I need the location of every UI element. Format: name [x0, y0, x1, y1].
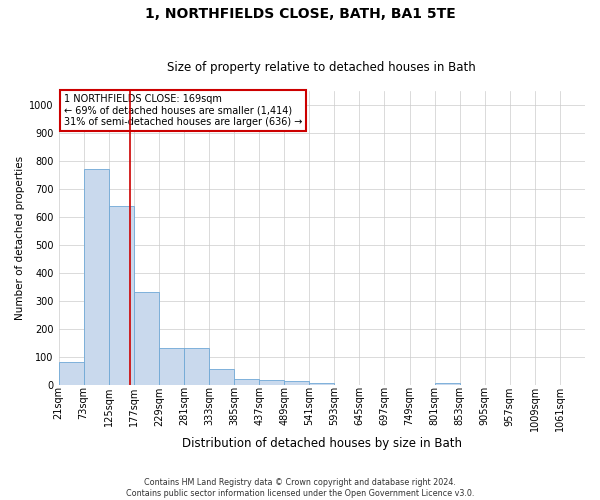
Y-axis label: Number of detached properties: Number of detached properties: [15, 156, 25, 320]
Text: 1 NORTHFIELDS CLOSE: 169sqm
← 69% of detached houses are smaller (1,414)
31% of : 1 NORTHFIELDS CLOSE: 169sqm ← 69% of det…: [64, 94, 302, 127]
Bar: [184, 348, 209, 385]
Bar: [83, 170, 109, 385]
Bar: [259, 380, 284, 385]
Bar: [134, 292, 159, 385]
Bar: [309, 382, 334, 385]
Bar: [284, 382, 309, 385]
Text: Contains HM Land Registry data © Crown copyright and database right 2024.
Contai: Contains HM Land Registry data © Crown c…: [126, 478, 474, 498]
Bar: [234, 378, 259, 385]
Bar: [159, 348, 184, 385]
Bar: [59, 362, 83, 385]
Bar: [434, 383, 460, 385]
X-axis label: Distribution of detached houses by size in Bath: Distribution of detached houses by size …: [182, 437, 462, 450]
Bar: [209, 369, 234, 385]
Text: 1, NORTHFIELDS CLOSE, BATH, BA1 5TE: 1, NORTHFIELDS CLOSE, BATH, BA1 5TE: [145, 8, 455, 22]
Bar: [109, 206, 134, 385]
Title: Size of property relative to detached houses in Bath: Size of property relative to detached ho…: [167, 62, 476, 74]
